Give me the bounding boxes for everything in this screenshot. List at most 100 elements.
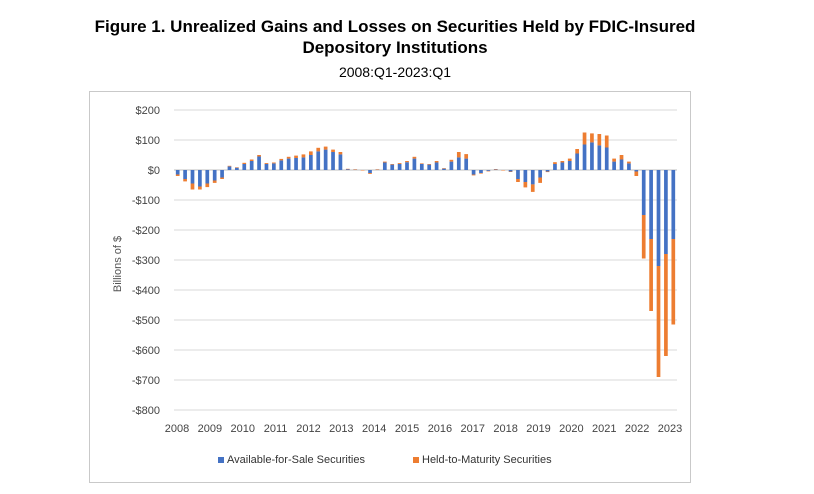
bar-htm [627, 161, 631, 164]
chart-frame [89, 91, 691, 483]
bar-htm [553, 162, 557, 164]
bar-afs [479, 170, 483, 173]
x-tick-label: 2020 [559, 423, 583, 435]
bar-afs [449, 161, 454, 170]
bar-afs [656, 170, 661, 266]
bar-htm [301, 154, 306, 158]
x-tick-label: 2012 [296, 423, 320, 435]
bar-htm [220, 177, 224, 179]
bar-afs [649, 170, 653, 239]
x-tick-label: 2009 [198, 423, 222, 435]
y-tick-label: -$400 [132, 285, 160, 297]
bar-htm [175, 174, 180, 176]
bar-afs [405, 162, 409, 170]
bar-htm [279, 158, 284, 161]
bar-afs [286, 158, 291, 170]
bar-htm [456, 152, 461, 158]
x-tick-labels: 2008 2009 2010 2011 2012 2013 2014 2015 2016 2017… [165, 423, 682, 435]
bar-afs [249, 161, 254, 170]
bar-afs [523, 170, 528, 182]
bar-afs [582, 144, 587, 170]
bar-htm [390, 164, 395, 165]
bar-afs [331, 152, 335, 170]
bar-htm [249, 159, 254, 161]
bar-htm [338, 152, 343, 155]
bar-afs [316, 151, 321, 170]
y-axis-label: Billions of $ [112, 236, 124, 292]
bar-afs [456, 157, 461, 170]
bar-htm [419, 163, 424, 164]
bar-afs [597, 145, 602, 170]
bar-htm [516, 179, 520, 182]
bar-htm [257, 155, 261, 157]
x-tick-label: 2021 [592, 423, 616, 435]
bar-htm [634, 171, 639, 176]
bar-afs [619, 159, 624, 170]
x-tick-label: 2013 [329, 423, 353, 435]
bar-afs [212, 170, 217, 181]
bar-afs [671, 170, 676, 239]
bar-afs [560, 162, 565, 170]
x-tick-label: 2011 [264, 423, 288, 435]
bar-afs [627, 163, 631, 170]
bar-afs [530, 170, 535, 185]
bar-htm [590, 133, 594, 143]
bar-htm [286, 156, 291, 159]
bar-htm [190, 183, 195, 190]
bar-htm [575, 149, 579, 154]
bar-afs [175, 170, 180, 175]
bar-afs [308, 155, 313, 170]
y-tick-label: -$600 [132, 345, 160, 357]
bar-htm [198, 186, 202, 190]
legend-swatch-afs [218, 457, 224, 463]
bar-afs [205, 170, 210, 184]
x-tick-label: 2008 [165, 423, 189, 435]
bars [175, 132, 676, 377]
bar-htm [523, 182, 528, 188]
bar-htm [619, 155, 624, 160]
bar-htm [434, 161, 439, 163]
chart-subtitle: 2008:Q1-2023:Q1 [338, 64, 452, 80]
bar-afs [590, 142, 594, 170]
bar-htm [316, 147, 321, 152]
y-tick-label: -$300 [132, 255, 160, 267]
bar-afs [412, 158, 417, 170]
bar-htm [560, 161, 565, 163]
bar-htm [545, 171, 550, 173]
bar-afs [272, 163, 276, 170]
y-tick-label: -$500 [132, 315, 160, 327]
bar-afs [323, 149, 328, 170]
bar-afs [368, 170, 372, 173]
bar-afs [575, 153, 579, 170]
bar-afs [493, 169, 498, 170]
bar-htm [671, 239, 676, 325]
bar-htm [308, 151, 313, 155]
bar-afs [427, 164, 432, 170]
y-tick-label: -$200 [132, 225, 160, 237]
bar-htm [405, 161, 409, 163]
bar-afs [486, 170, 491, 171]
bar-htm [442, 168, 446, 169]
x-tick-label: 2018 [493, 423, 517, 435]
y-tick-label: $0 [148, 165, 160, 177]
bar-htm [331, 149, 335, 152]
bar-afs [190, 170, 195, 184]
y-tick-label: -$100 [132, 195, 160, 207]
bar-afs [641, 170, 646, 215]
bar-htm [272, 162, 276, 164]
bar-afs [612, 161, 616, 170]
bar-afs [235, 167, 239, 170]
bar-htm [649, 239, 653, 311]
bar-afs [294, 158, 298, 170]
x-tick-label: 2022 [625, 423, 649, 435]
bar-htm [612, 158, 616, 162]
bar-htm [538, 177, 543, 183]
bar-afs [442, 168, 446, 170]
bar-htm [242, 162, 247, 164]
bar-afs [382, 162, 387, 170]
bar-afs [604, 147, 609, 170]
chart-title-line-2: Depository Institutions [302, 38, 488, 57]
bar-afs [464, 158, 469, 170]
bar-afs [471, 170, 476, 175]
